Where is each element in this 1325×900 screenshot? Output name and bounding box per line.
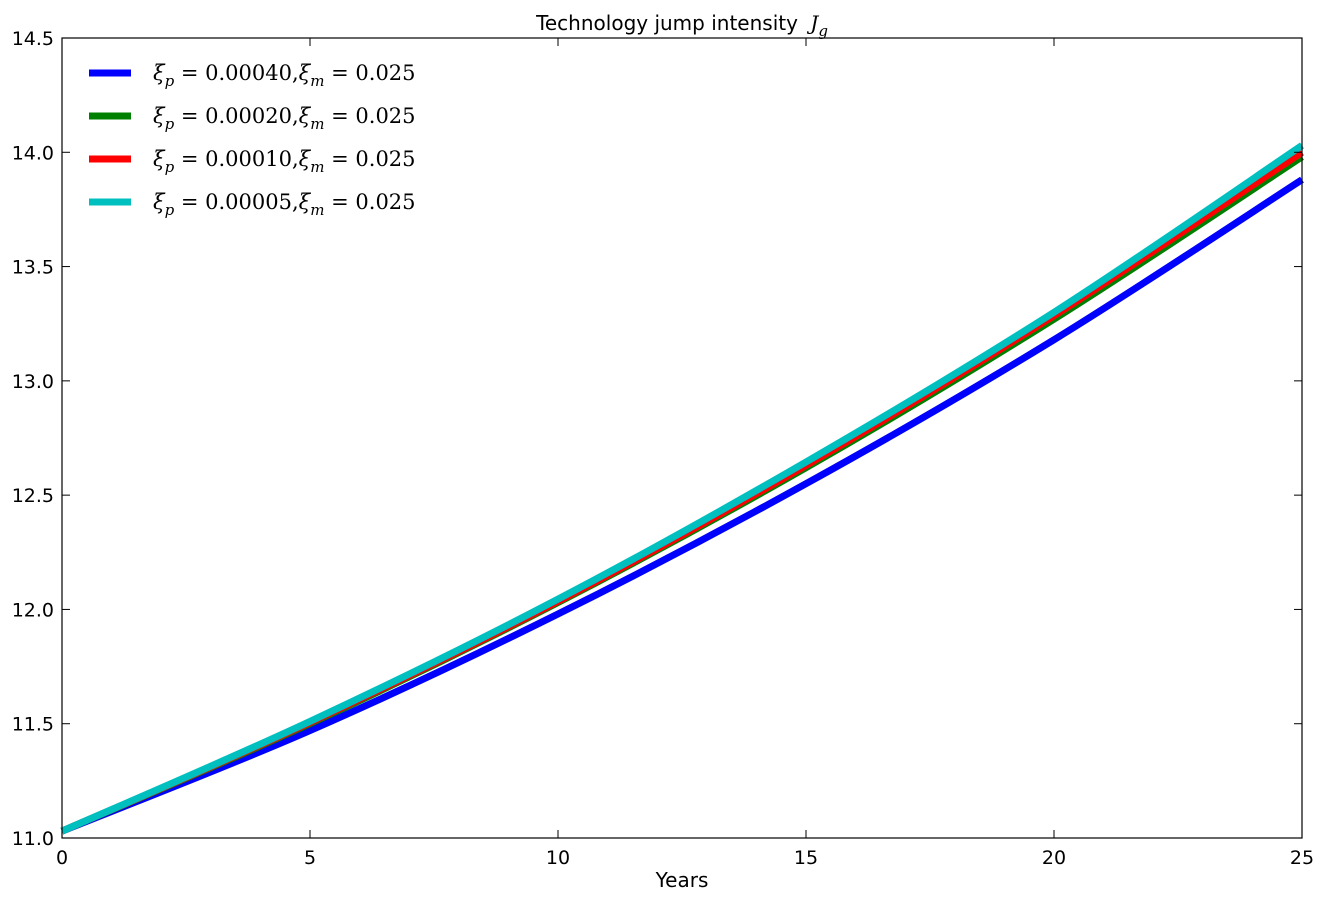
x-axis-label: Years [655,868,709,892]
plot-lines [60,142,1304,835]
x-tick-label: 25 [1290,847,1314,869]
series-line-1 [60,176,1304,835]
y-tick-label: 13.5 [12,257,54,279]
chart-title-symbol: J [806,11,819,35]
y-tick-label: 11.5 [12,714,54,736]
plot-frame [61,37,1303,839]
series-line-3 [60,149,1304,835]
legend-label-2: ξp = 0.00020,ξm = 0.025 [153,104,416,133]
y-tick-label: 13.0 [12,371,54,393]
series-line-2 [60,153,1304,835]
chart-title: Technology jump intensity Jg [535,11,828,40]
x-tick-label: 0 [56,847,68,869]
y-tick-label: 12.0 [12,599,54,621]
y-tick-label: 14.0 [12,142,54,164]
axis-ticks [61,37,1303,839]
series-line-4 [60,142,1304,835]
axis-tick-labels: 0 5 10 15 20 25 11.0 11.5 12.0 12.5 13.0 13.5 14.0 14… [12,28,1314,869]
x-tick-label: 5 [304,847,316,869]
x-tick-label: 10 [546,847,570,869]
x-tick-label: 15 [794,847,818,869]
y-tick-label: 12.5 [12,485,54,507]
legend-label-3: ξp = 0.00010,ξm = 0.025 [153,147,416,176]
legend: ξp = 0.00040,ξm = 0.025 ξp = 0.00020,ξm =… [89,61,416,219]
y-tick-label: 14.5 [12,28,54,50]
chart-title-symbol-subscript: g [818,22,828,40]
legend-label-1: ξp = 0.00040,ξm = 0.025 [153,61,416,90]
chart-title-text: Technology jump intensity [535,11,798,35]
legend-label-4: ξp = 0.00005,ξm = 0.025 [153,190,416,219]
y-tick-label: 11.0 [12,828,54,850]
x-tick-label: 20 [1042,847,1066,869]
